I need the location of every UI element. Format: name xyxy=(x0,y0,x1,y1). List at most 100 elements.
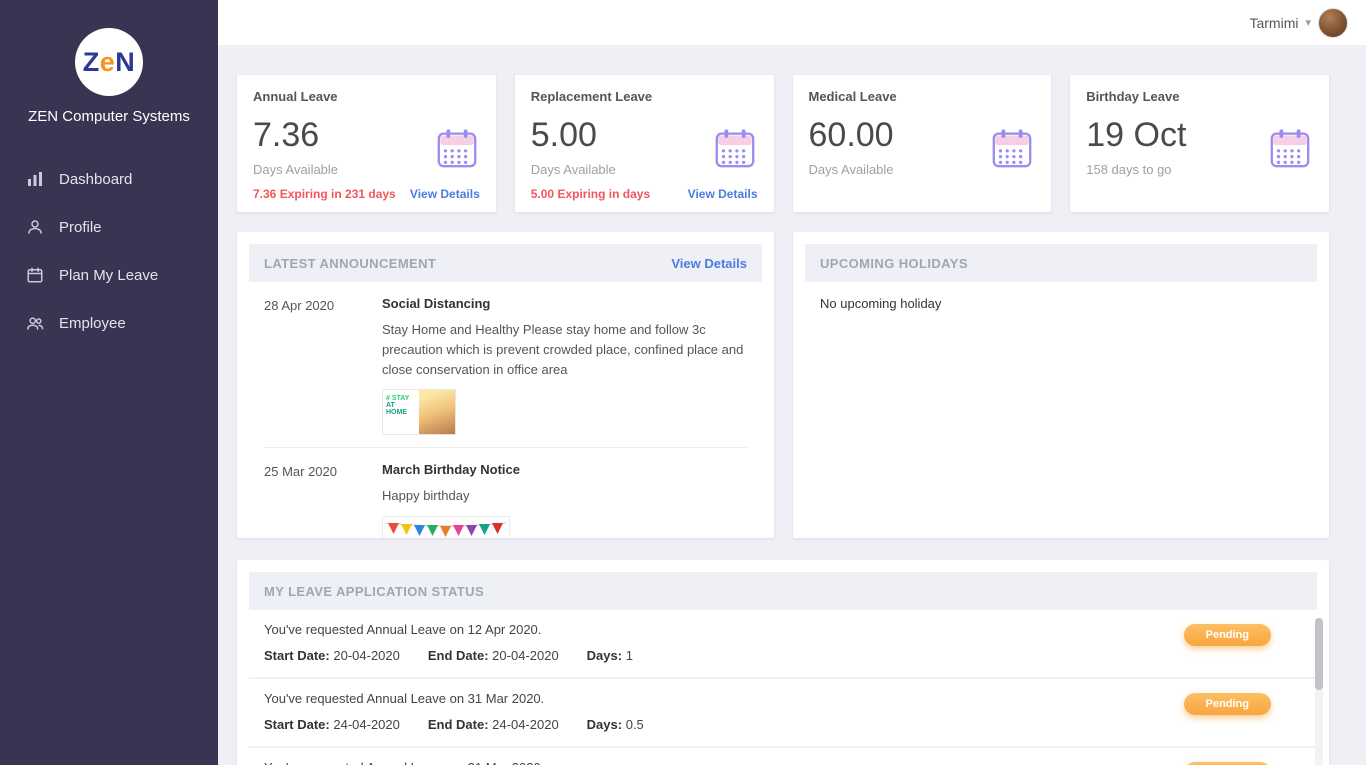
leave-row: You've requested Annual Leave on 31 Mar … xyxy=(249,679,1317,748)
stat-card-row: Annual Leave 7.36 Days Available 7.36 Ex… xyxy=(237,75,1329,212)
end-date: End Date: 24-04-2020 xyxy=(428,717,559,732)
panel-header: LATEST ANNOUNCEMENT View Details xyxy=(249,244,762,282)
leave-summary: You've requested Annual Leave on 12 Apr … xyxy=(264,622,542,637)
stat-subtitle: 158 days to go xyxy=(1086,162,1172,177)
announcement-heading: Social Distancing xyxy=(382,296,491,311)
leave-summary: You've requested Annual Leave on 31 Mar … xyxy=(264,760,1302,765)
start-date: Start Date: 24-04-2020 xyxy=(264,717,400,732)
middle-row: LATEST ANNOUNCEMENT View Details 28 Apr … xyxy=(237,232,1329,538)
end-date: End Date: 20-04-2020 xyxy=(428,648,559,663)
leave-dates: Start Date: 20-04-2020 End Date: 20-04-2… xyxy=(264,648,1302,663)
announcement-content: March Birthday Notice Happy birthday xyxy=(382,462,747,538)
start-date-value: 20-04-2020 xyxy=(333,648,400,663)
days: Days: 0.5 xyxy=(587,717,644,732)
start-date: Start Date: 20-04-2020 xyxy=(264,648,400,663)
username: Tarmimi xyxy=(1249,14,1299,31)
leave-row-list: You've requested Annual Leave on 12 Apr … xyxy=(249,610,1317,765)
logo-letter: Z xyxy=(82,46,100,77)
announcement-list: 28 Apr 2020 Social Distancing Stay Home … xyxy=(249,282,762,538)
avatar xyxy=(1318,7,1348,38)
announcement-heading: March Birthday Notice xyxy=(382,462,520,478)
sidebar-item-employee[interactable]: Employee xyxy=(0,299,218,347)
people-icon xyxy=(26,314,44,332)
sidebar-item-profile[interactable]: Profile xyxy=(0,203,218,251)
expiring-text: 7.36 Expiring in 231 days xyxy=(253,187,396,201)
main-area: Tarmimi ▾ Annual Leave 7.36 Days Availab… xyxy=(218,0,1366,765)
sidebar-item-label: Plan My Leave xyxy=(59,266,159,284)
announcement-body: Happy birthday xyxy=(382,488,470,504)
stat-card-annual-leave: Annual Leave 7.36 Days Available 7.36 Ex… xyxy=(237,75,496,212)
leave-summary: You've requested Annual Leave on 31 Mar … xyxy=(264,691,545,706)
announcement-content: Social Distancing Stay Home and Healthy … xyxy=(382,296,747,436)
stat-subtitle: Days Available xyxy=(808,162,894,177)
stay-at-home-image-text: # STAY AT HOME xyxy=(383,390,419,434)
days-label: Days: xyxy=(586,717,623,732)
birthday-bunting-image xyxy=(382,515,510,538)
logo-letter: N xyxy=(115,46,136,77)
end-date-label: End Date: xyxy=(427,717,489,732)
image-text-line: AT HOME xyxy=(386,402,407,417)
end-date-value: 20-04-2020 xyxy=(492,648,559,663)
end-date-label: End Date: xyxy=(427,648,489,663)
stat-card-birthday-leave: Birthday Leave 19 Oct 158 days to go xyxy=(1070,75,1329,212)
stat-value: 19 Oct xyxy=(1086,116,1187,154)
stat-title: Birthday Leave xyxy=(1086,89,1180,104)
sidebar-item-label: Dashboard xyxy=(59,170,133,188)
start-date-label: Start Date: xyxy=(264,648,330,663)
panel-header: UPCOMING HOLIDAYS xyxy=(805,244,1317,282)
dashboard-content: Annual Leave 7.36 Days Available 7.36 Ex… xyxy=(218,45,1366,765)
stat-subtitle: Days Available xyxy=(253,162,339,177)
sidebar-item-dashboard[interactable]: Dashboard xyxy=(0,155,218,203)
stat-title: Replacement Leave xyxy=(530,89,653,104)
calendar-icon xyxy=(712,125,758,176)
view-details-link[interactable]: View Details xyxy=(409,187,480,201)
stat-title: Medical Leave xyxy=(808,89,897,104)
leave-row: You've requested Annual Leave on 31 Mar … xyxy=(249,748,1317,765)
holidays-body: No upcoming holiday xyxy=(805,282,1317,325)
image-text-line: # STAY xyxy=(386,395,410,403)
days-value: 1 xyxy=(625,648,633,663)
view-details-link[interactable]: View Details xyxy=(671,255,747,271)
calendar-icon xyxy=(989,125,1035,176)
view-details-link[interactable]: View Details xyxy=(687,187,758,201)
end-date-value: 24-04-2020 xyxy=(492,717,559,732)
user-menu[interactable]: Tarmimi ▾ xyxy=(1249,7,1348,38)
latest-announcement-panel: LATEST ANNOUNCEMENT View Details 28 Apr … xyxy=(237,232,774,538)
stat-subtitle: Days Available xyxy=(530,162,616,177)
chevron-down-icon: ▾ xyxy=(1305,17,1311,29)
company-name: ZEN Computer Systems xyxy=(28,108,190,125)
days: Days: 1 xyxy=(587,648,633,663)
stat-footer: 7.36 Expiring in 231 days View Details xyxy=(253,187,480,201)
upcoming-holidays-panel: UPCOMING HOLIDAYS No upcoming holiday xyxy=(793,232,1329,538)
leave-dates: Start Date: 24-04-2020 End Date: 24-04-2… xyxy=(264,717,1302,732)
stay-at-home-image: # STAY AT HOME xyxy=(382,389,456,436)
sidebar-item-label: Profile xyxy=(59,218,102,236)
start-date-label: Start Date: xyxy=(264,717,330,732)
person-icon xyxy=(26,218,44,236)
stat-card-replacement-leave: Replacement Leave 5.00 Days Available 5.… xyxy=(514,75,774,212)
stat-value: 60.00 xyxy=(808,116,894,154)
days-label: Days: xyxy=(586,648,623,663)
announcement-item: 25 Mar 2020 March Birthday Notice Happy … xyxy=(264,448,747,538)
stat-card-medical-leave: Medical Leave 60.00 Days Available xyxy=(792,75,1052,212)
scrollbar[interactable] xyxy=(1315,618,1323,765)
leave-status-panel: MY LEAVE APPLICATION STATUS You've reque… xyxy=(237,560,1329,765)
panel-title: LATEST ANNOUNCEMENT xyxy=(264,255,437,271)
panel-header: MY LEAVE APPLICATION STATUS xyxy=(249,572,1317,610)
photo-area xyxy=(419,390,455,435)
sidebar-item-plan-my-leave[interactable]: Plan My Leave xyxy=(0,251,218,299)
topbar: Tarmimi ▾ xyxy=(218,0,1366,45)
sidebar-item-label: Employee xyxy=(59,314,126,332)
panel-title: UPCOMING HOLIDAYS xyxy=(820,255,968,271)
calendar-icon xyxy=(1267,125,1313,176)
expiring-text: 5.00 Expiring in days xyxy=(530,187,651,201)
stat-footer: 5.00 Expiring in days View Details xyxy=(531,187,758,201)
announcement-date: 28 Apr 2020 xyxy=(264,298,335,313)
scrollbar-thumb[interactable] xyxy=(1315,618,1323,690)
no-holiday-text: No upcoming holiday xyxy=(820,296,942,311)
stat-value: 5.00 xyxy=(530,116,597,154)
leave-row: You've requested Annual Leave on 12 Apr … xyxy=(249,610,1317,679)
status-badge: Pending xyxy=(1183,624,1271,646)
